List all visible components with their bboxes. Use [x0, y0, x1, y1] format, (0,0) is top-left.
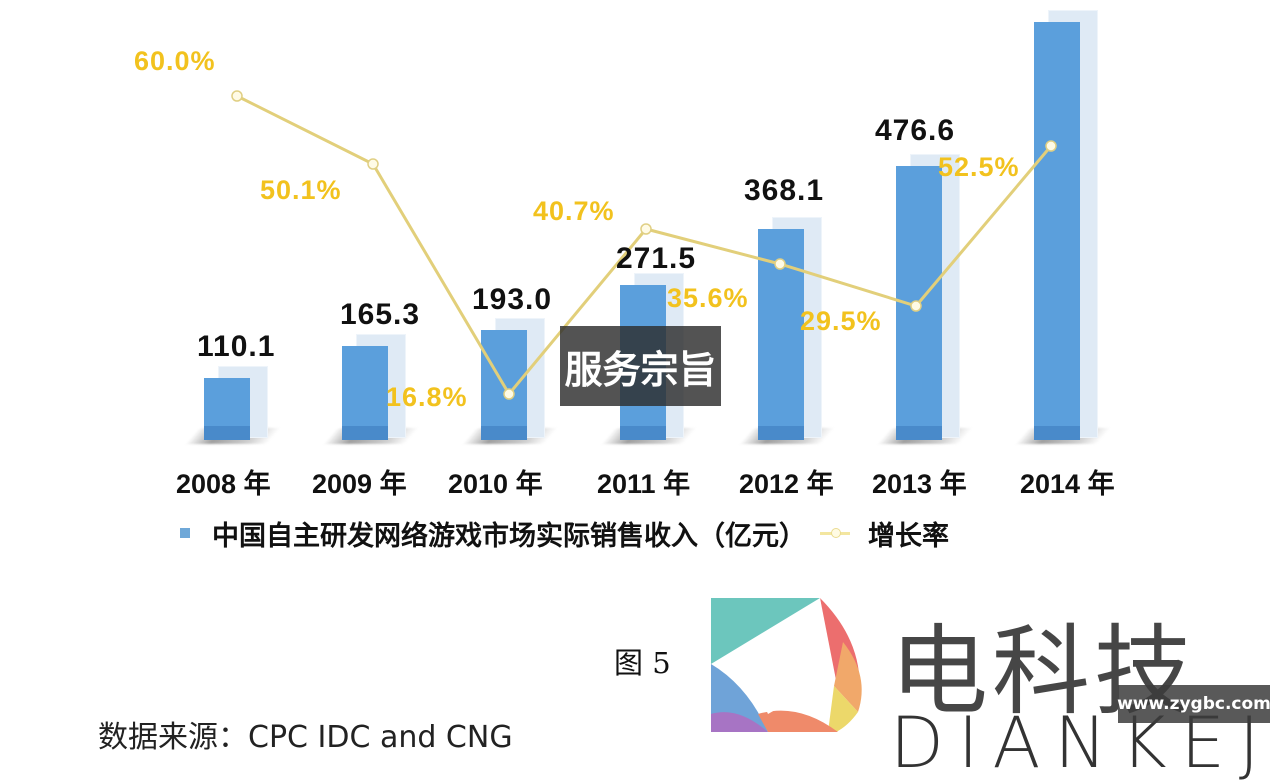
value-label-2012: 368.1: [744, 174, 825, 207]
figure-label: 图 5: [614, 646, 671, 680]
growth-label-2009: 50.1%: [260, 175, 342, 205]
x-label-2008: 2008 年: [176, 469, 271, 499]
x-label-2014: 2014 年: [1020, 469, 1115, 499]
value-label-2011: 271.5: [616, 242, 697, 275]
bar-legend-swatch-icon: [180, 528, 190, 538]
growth-label-2014: 52.5%: [938, 152, 1020, 182]
x-label-2013: 2013 年: [872, 469, 967, 499]
site-watermark: www.zygbc.com: [1117, 685, 1271, 723]
x-label-2009: 2009 年: [312, 469, 407, 499]
x-label-2012: 2012 年: [739, 469, 834, 499]
value-label-2013: 476.6: [875, 114, 956, 147]
growth-label-2012: 35.6%: [667, 283, 749, 313]
brand-logo-icon: [708, 596, 888, 732]
bar-legend-label: 中国自主研发网络游戏市场实际销售收入（亿元）: [212, 520, 806, 551]
overlay-badge: 服务宗旨: [560, 326, 721, 406]
line-legend-label: 增长率: [868, 520, 949, 551]
growth-label-2008: 60.0%: [134, 46, 216, 76]
growth-label-2013: 29.5%: [800, 306, 882, 336]
growth-rate-line: [231, 90, 1057, 400]
chart-area: 110.1 165.3 193.0 271.5 368.1 476.6 60.0…: [134, 10, 1115, 551]
value-label-2010: 193.0: [472, 283, 553, 316]
data-source-text: 数据来源：CPC IDC and CNG: [98, 720, 513, 755]
x-label-2010: 2010 年: [448, 469, 543, 499]
value-label-2008: 110.1: [197, 330, 276, 363]
value-label-2009: 165.3: [340, 298, 421, 331]
growth-label-2011: 40.7%: [533, 196, 615, 226]
x-label-2011: 2011 年: [597, 469, 691, 499]
growth-label-2010: 16.8%: [386, 382, 468, 412]
chart-legend: 中国自主研发网络游戏市场实际销售收入（亿元） 增长率: [180, 515, 949, 551]
line-legend-marker-icon: [820, 527, 850, 538]
